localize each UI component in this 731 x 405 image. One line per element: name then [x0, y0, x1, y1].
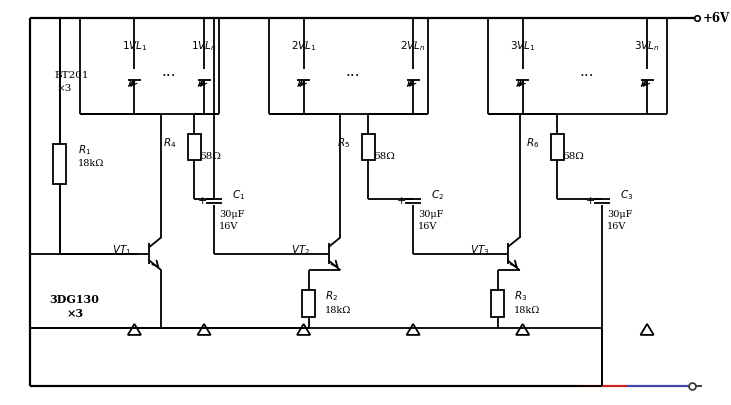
Text: $C_3$: $C_3$: [620, 188, 634, 201]
Text: $R_3$: $R_3$: [514, 289, 527, 303]
Text: $C_1$: $C_1$: [232, 188, 245, 201]
Text: $VT_2$: $VT_2$: [292, 242, 311, 256]
Bar: [53, 145, 67, 185]
Text: ···: ···: [580, 68, 595, 82]
Text: $C_2$: $C_2$: [431, 188, 444, 201]
Bar: [188, 135, 200, 161]
Text: 30μF: 30μF: [607, 210, 633, 219]
Text: $3VL_1$: $3VL_1$: [510, 39, 535, 53]
Text: 68Ω: 68Ω: [374, 151, 395, 160]
Text: $2VL_n$: $2VL_n$: [401, 39, 426, 53]
Text: +: +: [396, 196, 406, 205]
Text: ···: ···: [346, 68, 360, 82]
Text: $R_2$: $R_2$: [325, 289, 338, 303]
Text: 3DG130: 3DG130: [50, 293, 99, 304]
Text: $R_4$: $R_4$: [163, 136, 176, 150]
Text: ×3: ×3: [57, 84, 72, 93]
Bar: [302, 290, 315, 318]
Text: $3VL_n$: $3VL_n$: [635, 39, 660, 53]
Text: 16V: 16V: [219, 222, 238, 231]
Text: $R_6$: $R_6$: [526, 136, 539, 150]
Bar: [362, 135, 375, 161]
Text: 16V: 16V: [418, 222, 437, 231]
Text: $1VL_1$: $1VL_1$: [121, 39, 147, 53]
Text: 30μF: 30μF: [219, 210, 244, 219]
Text: +: +: [586, 196, 595, 205]
Text: +6V: +6V: [703, 12, 730, 25]
Text: 68Ω: 68Ω: [562, 151, 584, 160]
Text: $R_1$: $R_1$: [77, 143, 91, 157]
Text: 18kΩ: 18kΩ: [514, 305, 540, 314]
Text: 68Ω: 68Ω: [199, 151, 221, 160]
Text: 18kΩ: 18kΩ: [325, 305, 351, 314]
Text: $2VL_1$: $2VL_1$: [291, 39, 317, 53]
Text: BT201: BT201: [55, 71, 89, 80]
Text: $VT_1$: $VT_1$: [112, 242, 132, 256]
Text: 30μF: 30μF: [418, 210, 444, 219]
Text: $R_5$: $R_5$: [337, 136, 350, 150]
Text: $VT_3$: $VT_3$: [470, 242, 490, 256]
Text: $1VL_n$: $1VL_n$: [192, 39, 217, 53]
Bar: [551, 135, 564, 161]
Text: 16V: 16V: [607, 222, 626, 231]
Bar: [491, 290, 504, 318]
Text: 18kΩ: 18kΩ: [77, 158, 104, 167]
Text: ···: ···: [162, 68, 177, 82]
Text: +: +: [197, 196, 207, 205]
Text: ×3: ×3: [66, 307, 83, 318]
